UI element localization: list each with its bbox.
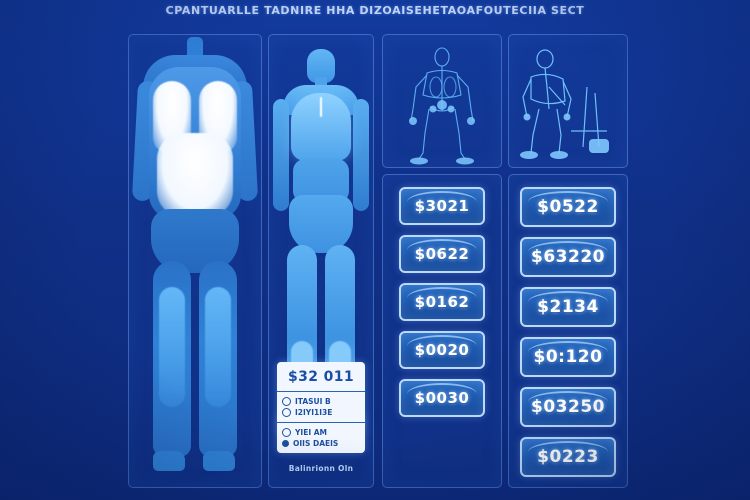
metric-value: $0522: [537, 197, 599, 217]
list-item-label: ITASUI B: [295, 397, 331, 406]
legend-group-2: YIEI AM OIIS DAEIS: [277, 422, 365, 453]
metric-badge[interactable]: $0622: [399, 235, 485, 273]
metric-value: $63220: [531, 247, 605, 267]
list-item-label: YIEI AM: [295, 428, 328, 437]
metric-badge[interactable]: $2134: [520, 287, 616, 327]
posture-illustration: [520, 49, 609, 159]
metric-badge[interactable]: $0030: [399, 379, 485, 417]
human-body-figure: [131, 37, 259, 477]
left-foot-shape: [153, 451, 185, 471]
marker-icon: [282, 408, 291, 417]
legend-group-1: ITASUI B I2IYI1I3E: [277, 392, 365, 422]
metrics-column-left: $3021 $0622 $0162 $0020 $0030: [382, 174, 502, 488]
metric-badge[interactable]: $0020: [399, 331, 485, 369]
metric-badge[interactable]: $0522: [520, 187, 616, 227]
skeleton-panel: [382, 34, 502, 168]
body-front-illustration: [129, 35, 261, 487]
metric-badge[interactable]: $0162: [399, 283, 485, 321]
legend-value: $32 011: [277, 362, 365, 392]
metric-value: $0030: [414, 389, 470, 407]
metric-value: $3021: [414, 197, 470, 215]
right-quad-highlight: [205, 287, 231, 407]
metric-value: $0020: [414, 341, 470, 359]
metric-value: $03250: [531, 397, 605, 417]
pelvis-shape: [289, 195, 353, 253]
list-item[interactable]: OIIS DAEIS: [282, 438, 360, 449]
metric-badge[interactable]: $63220: [520, 237, 616, 277]
legend-card: $32 011 ITASUI B I2IYI1I3E YIEI AM: [277, 362, 365, 453]
metrics-column-right: $0522 $63220 $2134 $0:120 $03250 $0223: [508, 174, 628, 488]
list-item[interactable]: YIEI AM: [282, 427, 360, 438]
marker-icon: [282, 428, 291, 437]
list-item-label: I2IYI1I3E: [295, 408, 333, 417]
list-item-label: OIIS DAEIS: [293, 439, 339, 448]
metric-badge[interactable]: $03250: [520, 387, 616, 427]
body-front-panel: [128, 34, 262, 488]
metric-badge[interactable]: $0223: [520, 437, 616, 477]
right-foot-shape: [203, 451, 235, 471]
right-arm-shape: [353, 99, 369, 211]
scan-spark-icon: [320, 97, 322, 117]
list-item[interactable]: I2IYI1I3E: [282, 407, 360, 418]
abdomen-highlight: [157, 133, 233, 217]
metric-value: $2134: [537, 297, 599, 317]
left-arm-shape: [273, 99, 289, 211]
body-scan-panel: $32 011 ITASUI B I2IYI1I3E YIEI AM: [268, 34, 374, 488]
metrics-list-left: $3021 $0622 $0162 $0020 $0030: [383, 175, 501, 487]
legend-caption: Balinrionn Oln: [288, 464, 354, 473]
metric-value: $0:120: [533, 347, 603, 367]
metric-value: $0223: [537, 447, 599, 467]
metric-badge[interactable]: $3021: [399, 187, 485, 225]
metrics-list-right: $0522 $63220 $2134 $0:120 $03250 $0223: [509, 175, 627, 487]
posture-panel: [508, 34, 628, 168]
metric-badge[interactable]: $0:120: [520, 337, 616, 377]
list-item[interactable]: ITASUI B: [282, 396, 360, 407]
page-title: CPANTUARLLE TADNIRE HHA DIZOAISEHETAOAFO…: [165, 4, 585, 17]
marker-icon: [282, 397, 291, 406]
skeleton-illustration: [409, 47, 475, 165]
metric-value: $0162: [414, 293, 470, 311]
left-quad-highlight: [159, 287, 185, 407]
metric-value: $0622: [414, 245, 470, 263]
marker-icon: [282, 440, 289, 447]
